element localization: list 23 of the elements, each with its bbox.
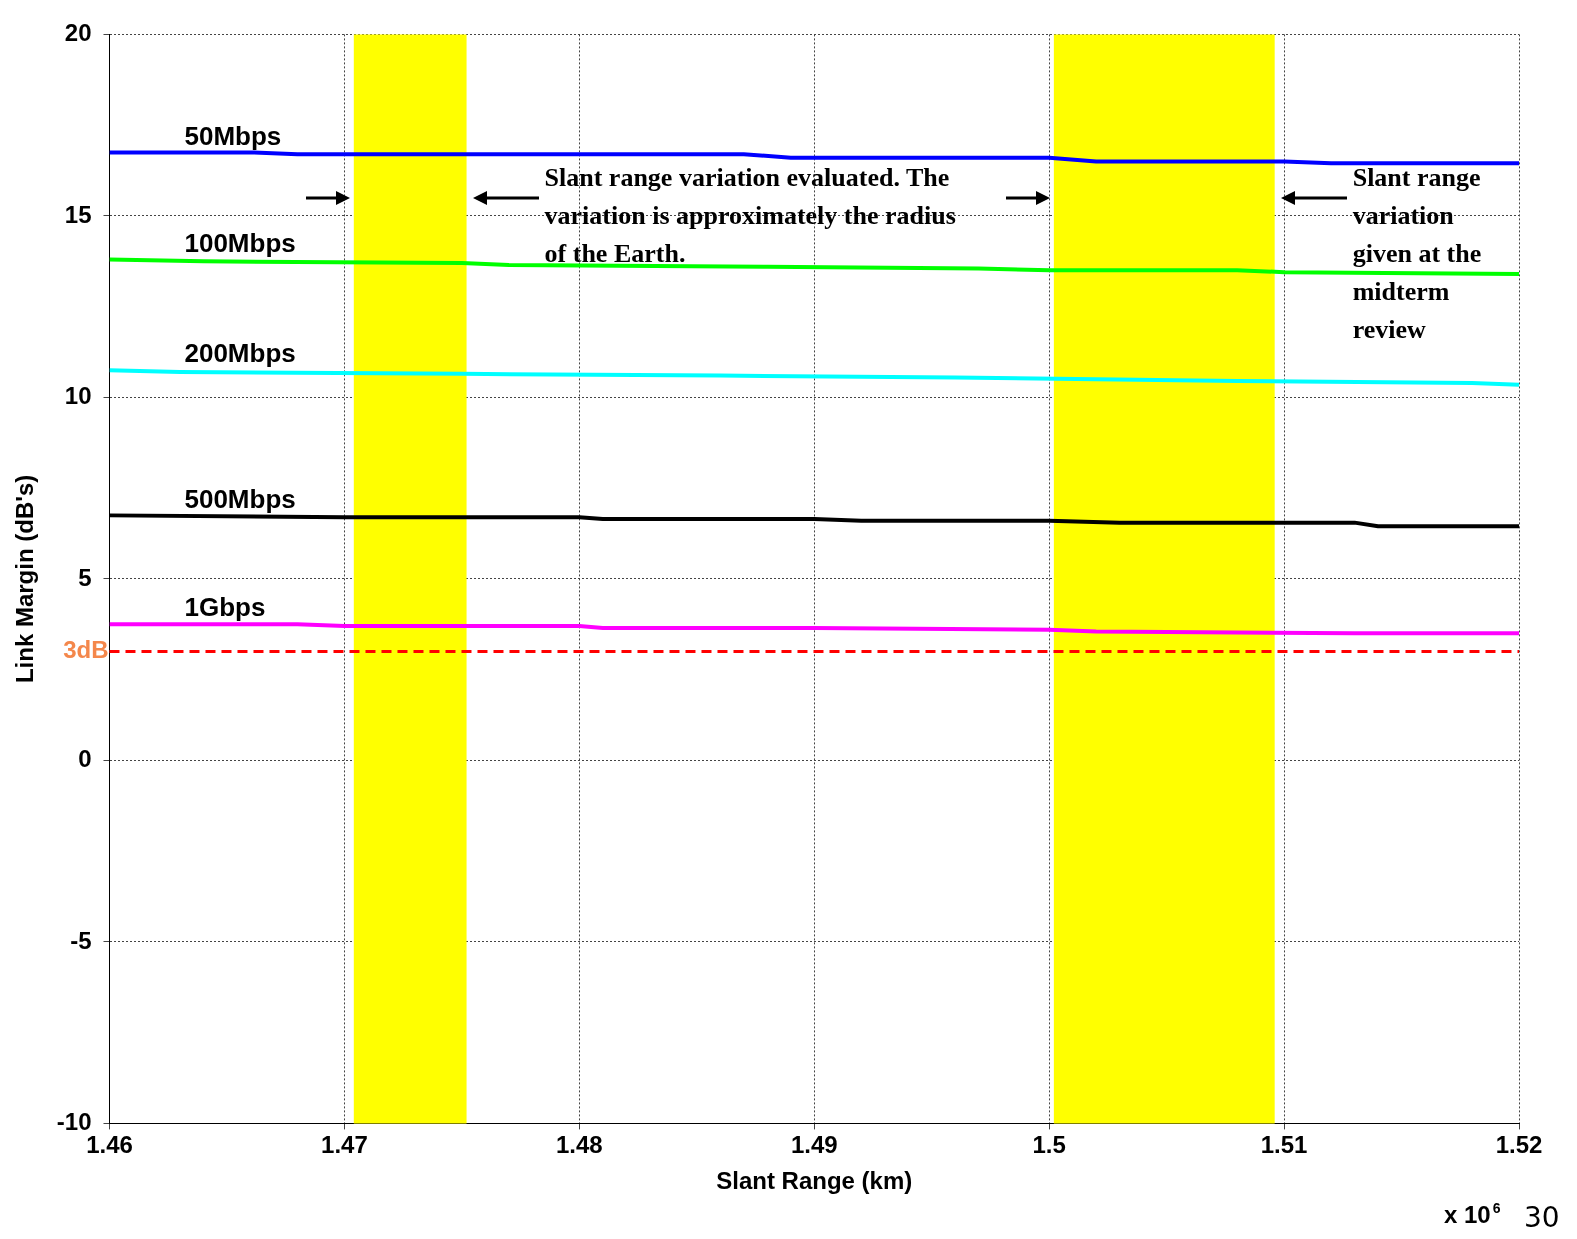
series-label: 100Mbps bbox=[184, 227, 296, 258]
y-tick-label: -5 bbox=[70, 926, 92, 954]
y-tick-label: 10 bbox=[64, 382, 92, 410]
annotation: Slant range variation evaluated. The variation is approximately the radius of the Earth. bbox=[544, 162, 956, 268]
ref-line-label: 3dB bbox=[63, 636, 109, 664]
text: 30 bbox=[1524, 1201, 1560, 1235]
series-label: 1Gbps bbox=[184, 592, 266, 623]
series-label: 200Mbps bbox=[184, 338, 296, 369]
x-tick-label: 1.49 bbox=[790, 1131, 838, 1159]
y-tick-label: 0 bbox=[78, 745, 92, 773]
y-tick-label: 5 bbox=[78, 563, 92, 591]
x-tick-label: 1.48 bbox=[555, 1131, 603, 1159]
y-tick-label: 20 bbox=[64, 19, 92, 47]
y-tick-label: 15 bbox=[64, 200, 92, 228]
x-tick-label: 1.52 bbox=[1495, 1131, 1543, 1159]
y-axis-title: Link Margin (dB's) bbox=[11, 474, 39, 684]
annotation: Slant range variation given at the midterm review bbox=[1352, 162, 1482, 344]
series-label: 50Mbps bbox=[184, 120, 282, 151]
x-tick-label: 1.47 bbox=[321, 1131, 368, 1159]
series-label: 500Mbps bbox=[184, 483, 296, 514]
x-tick-label: 1.51 bbox=[1260, 1131, 1308, 1159]
x-tick-label: 1.5 bbox=[1032, 1131, 1066, 1159]
x-axis-title: Slant Range (km) bbox=[716, 1167, 913, 1195]
